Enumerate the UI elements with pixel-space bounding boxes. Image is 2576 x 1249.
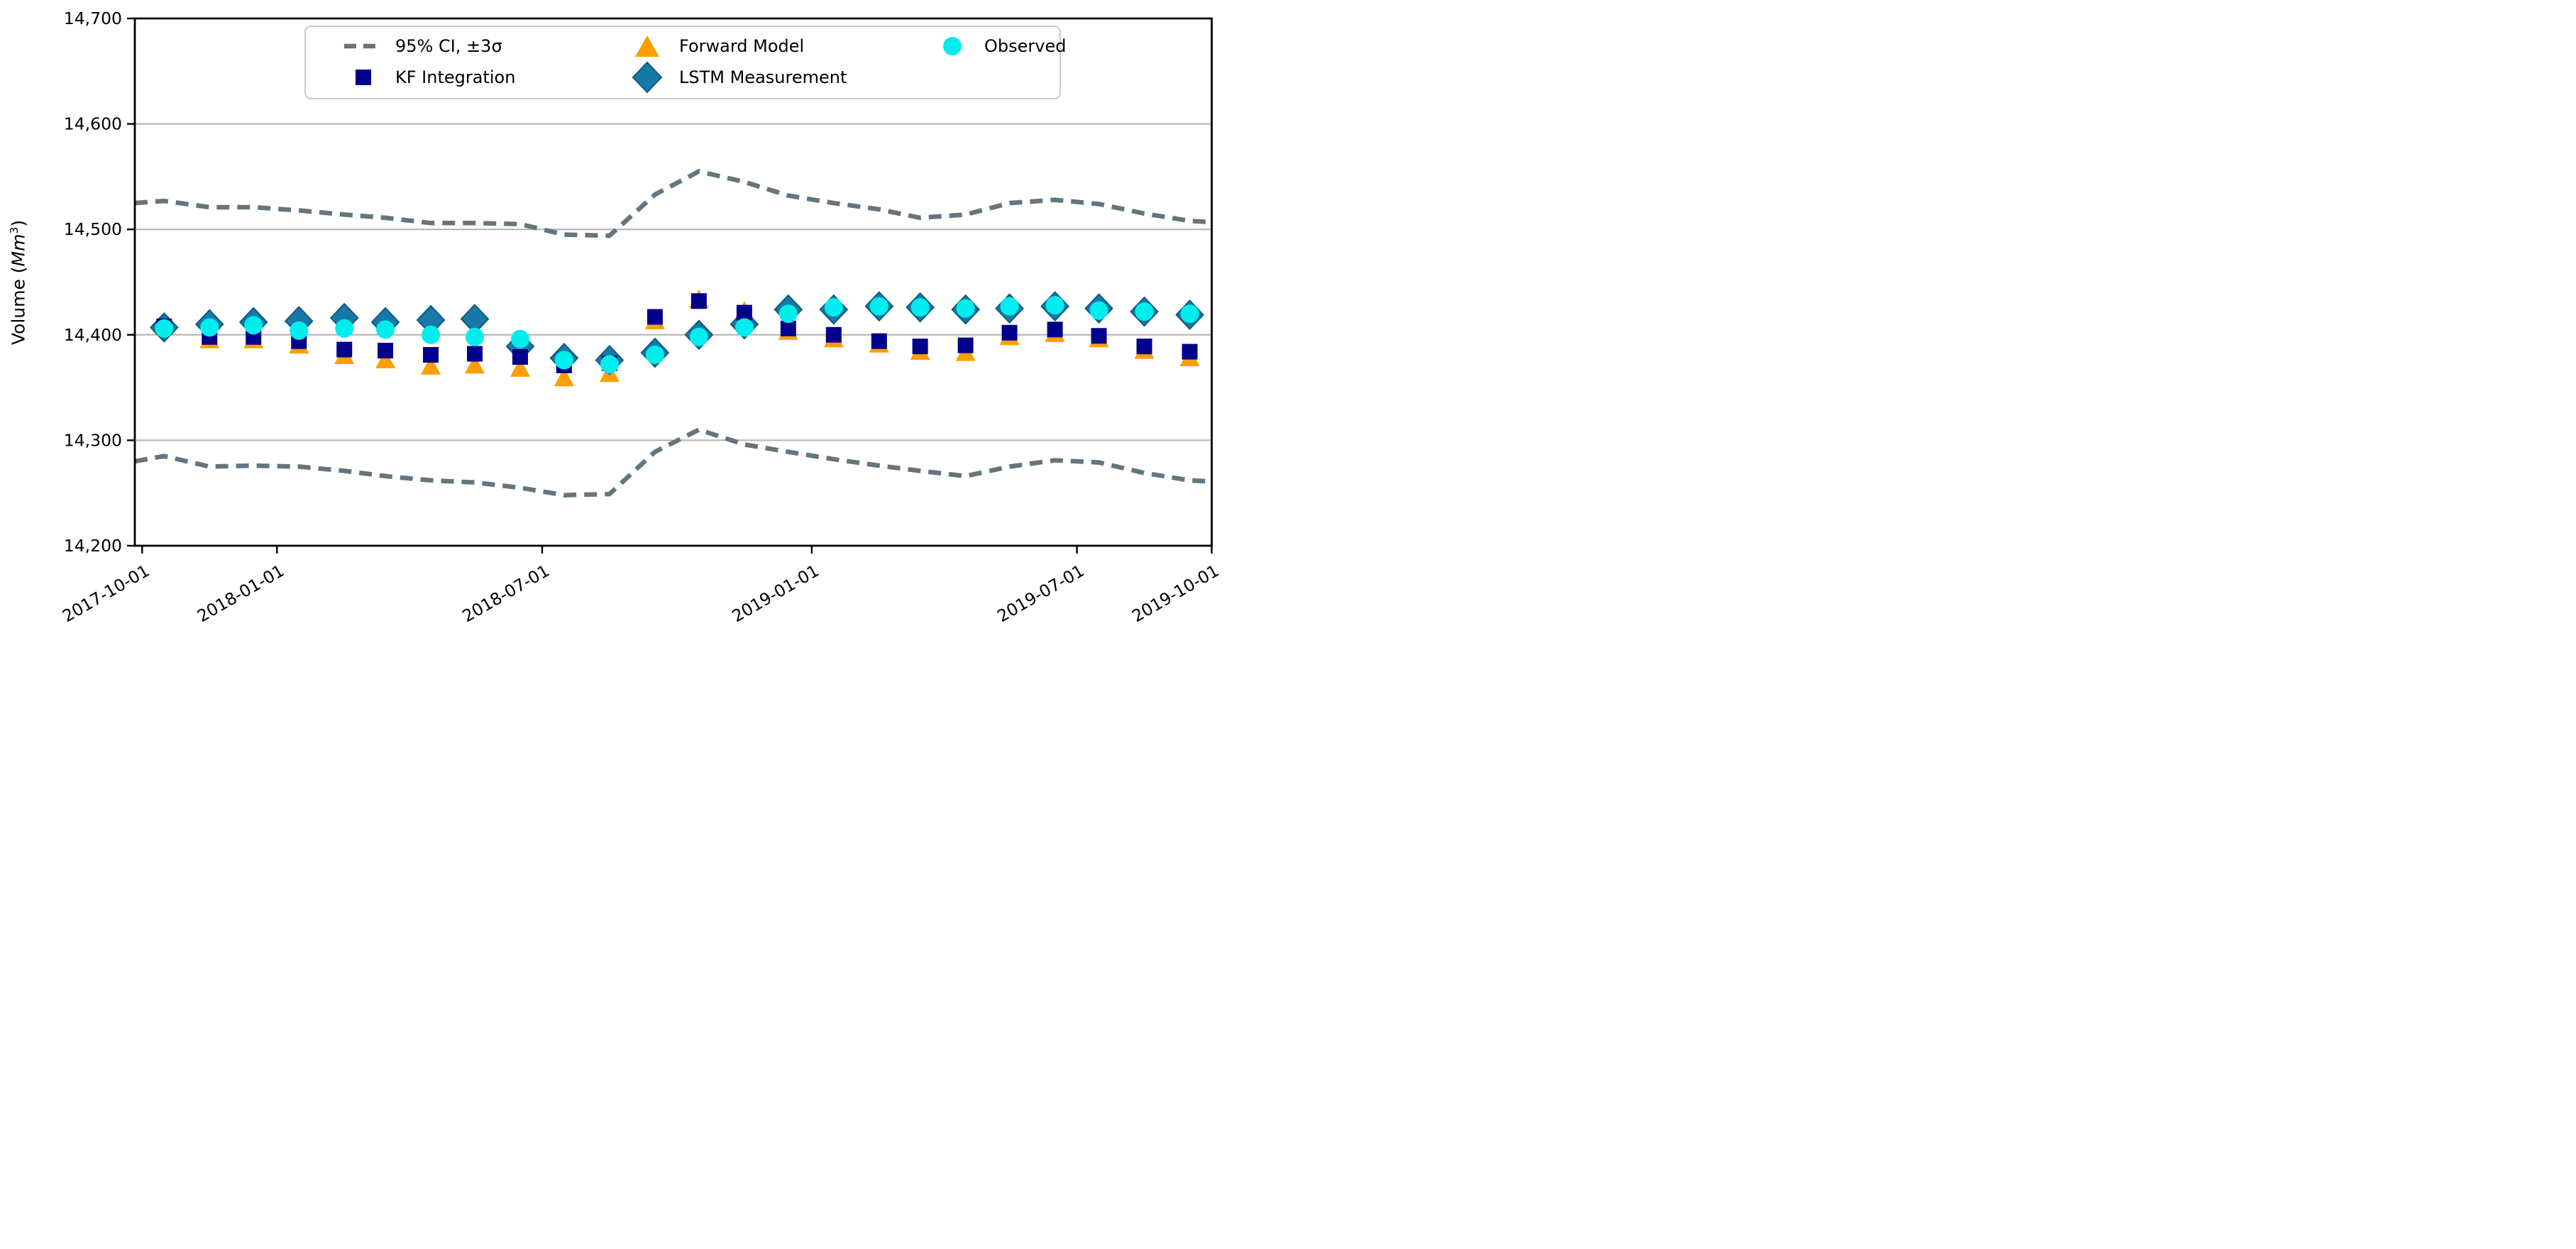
kf-integration-point <box>378 343 394 359</box>
legend-label-forward-model: Forward Model <box>679 36 805 56</box>
kf-integration-point <box>957 337 974 353</box>
legend-item-kf-integration: KF Integration <box>343 67 627 88</box>
observed-point <box>645 346 664 365</box>
observed-point <box>290 321 309 340</box>
observed-point <box>1180 304 1199 324</box>
legend: 95% CI, ±3σ Forward Model Observed KF In… <box>304 26 1066 99</box>
forward-model-point <box>554 367 574 387</box>
kf-integration-point <box>1001 324 1018 341</box>
observed-point <box>824 298 843 317</box>
observed-point <box>956 299 975 318</box>
kf-integration-point <box>466 346 483 362</box>
diamond-marker-icon <box>627 61 668 94</box>
y-axis-label-math: Mm <box>8 233 29 267</box>
observed-point <box>1000 297 1019 316</box>
y-axis-label-suffix: ) <box>8 219 29 227</box>
kf-integration-point <box>825 326 842 343</box>
observed-point <box>244 316 263 335</box>
triangle-marker-icon <box>627 33 668 59</box>
x-tick-label: 2019-10-01 <box>1128 561 1222 624</box>
observed-point <box>554 351 573 370</box>
legend-label-ci: 95% CI, ±3σ <box>395 36 502 56</box>
forward-model-point <box>421 356 441 375</box>
forward-model-point <box>375 349 396 368</box>
y-axis-label-sup: 3 <box>8 226 21 234</box>
forward-model-point <box>510 358 530 377</box>
observed-point <box>1089 301 1108 320</box>
kf-integration-point <box>780 320 796 336</box>
legend-label-kf-integration: KF Integration <box>395 67 516 87</box>
square-marker-icon <box>343 67 384 88</box>
observed-point <box>689 327 708 346</box>
circle-marker-icon <box>932 35 973 57</box>
observed-point <box>734 318 754 337</box>
y-axis-label: Volume (Mm3) <box>8 176 32 389</box>
observed-point <box>510 329 529 348</box>
kf-integration-point <box>423 347 439 363</box>
kf-integration-point <box>736 304 752 321</box>
legend-label-lstm-measurement: LSTM Measurement <box>679 67 847 87</box>
observed-point <box>600 355 619 374</box>
legend-label-observed: Observed <box>984 36 1067 56</box>
kf-integration-point <box>512 349 528 365</box>
y-tick-label: 14,500 <box>64 219 122 239</box>
kf-integration-point <box>1182 343 1198 360</box>
x-tick-label: 2017-10-01 <box>59 561 153 624</box>
y-tick-label: 14,600 <box>64 114 122 134</box>
x-tick-label: 2018-07-01 <box>459 561 553 624</box>
x-tick-label: 2019-01-01 <box>729 561 822 624</box>
ci-upper-line <box>134 169 1211 238</box>
legend-item-ci: 95% CI, ±3σ <box>343 36 627 56</box>
y-tick-label: 14,700 <box>64 9 122 28</box>
plot-border <box>133 17 1213 547</box>
kf-integration-point <box>871 333 887 349</box>
observed-point <box>155 319 174 338</box>
x-tick-label: 2019-07-01 <box>993 561 1087 624</box>
forward-model-point <box>464 354 485 374</box>
y-tick-label: 14,300 <box>64 430 122 450</box>
kf-integration-point <box>912 339 928 355</box>
dashed-line-icon <box>343 38 384 55</box>
kf-integration-point <box>336 341 353 358</box>
observed-point <box>778 304 798 324</box>
observed-point <box>376 320 395 339</box>
x-tick-label: 2018-01-01 <box>194 561 287 624</box>
figure: 14,200 14,300 14,400 14,500 14,600 14,700 2017… <box>0 0 1288 624</box>
ci-lower-line <box>134 427 1211 497</box>
kf-integration-point <box>1091 328 1107 344</box>
y-axis-label-prefix: Volume ( <box>8 266 29 346</box>
y-tick-label: 14,200 <box>64 536 122 556</box>
kf-integration-point <box>646 309 663 325</box>
kf-integration-point <box>1136 339 1152 355</box>
legend-item-observed: Observed <box>932 35 1066 57</box>
observed-point <box>869 297 888 316</box>
observed-point <box>465 327 484 346</box>
kf-integration-point <box>1047 321 1063 338</box>
chart-svg: 14,200 14,300 14,400 14,500 14,600 14,700 2017… <box>59 9 1222 624</box>
observed-point <box>422 325 441 344</box>
observed-point <box>335 319 354 338</box>
legend-item-lstm-measurement: LSTM Measurement <box>627 61 932 94</box>
legend-item-forward-model: Forward Model <box>627 33 932 59</box>
observed-point <box>910 298 930 317</box>
observed-point <box>1045 296 1064 315</box>
observed-point <box>1135 302 1154 321</box>
kf-integration-point <box>690 293 707 309</box>
observed-point <box>200 318 219 337</box>
y-tick-label: 14,400 <box>64 325 122 345</box>
